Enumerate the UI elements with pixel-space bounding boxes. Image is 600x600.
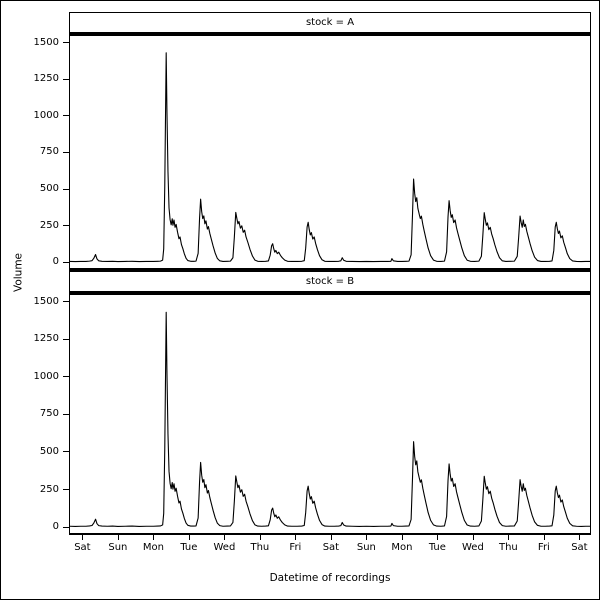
y-tick: [63, 338, 69, 340]
x-tick-label: Wed: [213, 542, 236, 553]
y-tick: [63, 413, 69, 415]
y-tick-label: 1000: [33, 370, 59, 382]
x-tick: [224, 535, 226, 540]
y-tick-label: 1500: [33, 36, 59, 48]
y-tick-label: 750: [39, 408, 59, 420]
x-tick-label: Thu: [250, 542, 270, 553]
x-tick-label: Fri: [537, 542, 550, 553]
x-tick-label: Sat: [74, 542, 91, 553]
line-series-stock-a: [69, 52, 591, 263]
x-axis-label: Datetime of recordings: [269, 572, 391, 584]
x-tick: [579, 535, 581, 540]
x-tick: [295, 535, 297, 540]
x-tick: [82, 535, 84, 540]
y-tick-label: 500: [39, 183, 59, 194]
x-tick-label: Tue: [180, 542, 198, 553]
y-tick-label: 250: [39, 219, 59, 231]
y-tick-label: 1250: [33, 73, 59, 85]
plot-area-stock-a: [69, 34, 591, 270]
plot-area-stock-b: [69, 293, 591, 535]
x-tick-label: Thu: [498, 542, 518, 553]
y-tick-label: 0: [52, 521, 59, 532]
x-tick-label: Tue: [428, 542, 446, 553]
facet-title-stock-b: stock = B: [69, 270, 591, 293]
y-tick: [63, 42, 69, 44]
x-tick-label: Sun: [108, 542, 128, 553]
x-tick: [508, 535, 510, 540]
x-tick: [117, 535, 119, 540]
y-tick-label: 1250: [33, 333, 59, 345]
y-tick: [63, 115, 69, 117]
x-tick-label: Wed: [461, 542, 484, 553]
x-tick: [401, 535, 403, 540]
volume-line: [69, 52, 591, 263]
y-tick-label: 750: [39, 146, 59, 158]
x-tick: [437, 535, 439, 540]
x-tick: [366, 535, 368, 540]
x-tick: [188, 535, 190, 540]
x-tick-label: Fri: [289, 542, 302, 553]
x-tick: [259, 535, 261, 540]
y-axis-label: Volume: [12, 252, 25, 293]
y-tick: [63, 261, 69, 263]
x-tick-label: Sat: [571, 542, 588, 553]
y-tick: [63, 376, 69, 378]
line-series-stock-b: [69, 311, 591, 527]
y-tick-label: 1000: [33, 109, 59, 121]
x-tick-label: Sat: [322, 542, 340, 553]
y-tick: [63, 489, 69, 490]
y-tick: [63, 526, 69, 528]
x-tick-label: Mon: [142, 542, 164, 553]
y-tick: [63, 151, 69, 153]
x-tick: [330, 535, 332, 540]
x-tick: [153, 535, 155, 540]
x-tick: [543, 535, 545, 540]
y-tick: [63, 451, 69, 453]
volume-line: [69, 311, 591, 527]
x-tick-label: Mon: [391, 542, 413, 553]
y-tick-label: 500: [39, 445, 59, 457]
x-tick: [472, 535, 474, 540]
facet-title-label-a: stock = A: [305, 16, 355, 28]
y-tick: [63, 78, 69, 80]
facet-title-label-b: stock = B: [305, 275, 355, 287]
y-tick: [63, 301, 69, 303]
y-tick-label: 250: [39, 483, 59, 495]
facet-title-stock-a: stock = A: [69, 12, 591, 34]
y-tick: [63, 188, 69, 190]
y-tick-label: 1500: [33, 295, 59, 307]
x-tick-label: Sun: [356, 542, 376, 553]
y-tick-label: 0: [52, 256, 59, 268]
y-tick: [63, 225, 69, 227]
